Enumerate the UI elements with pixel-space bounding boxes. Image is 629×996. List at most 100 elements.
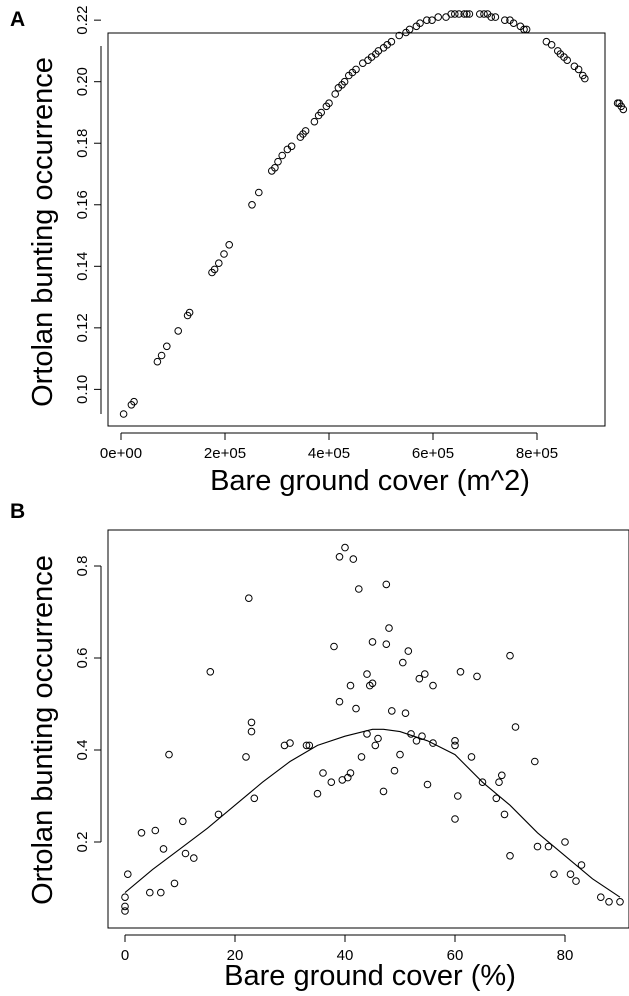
data-point	[416, 19, 424, 28]
data-point	[460, 10, 469, 18]
data-point	[478, 778, 487, 787]
data-point	[451, 10, 459, 18]
data-point	[498, 771, 506, 780]
panel-b-x-axis: 0 20 40 60 80	[121, 934, 574, 964]
y-tick-label: 0.14	[74, 252, 91, 281]
data-point	[346, 681, 355, 690]
data-point	[561, 838, 569, 846]
panel-a-y-axis-title: Ortolan bunting occurrence	[27, 57, 59, 407]
panel-a-points	[119, 10, 628, 418]
y-tick-label: 0.20	[74, 67, 91, 96]
data-point	[423, 16, 431, 25]
data-point	[401, 709, 410, 718]
x-tick-label: 4e+05	[308, 445, 350, 462]
data-point	[379, 787, 388, 796]
data-point	[330, 642, 338, 651]
data-point	[302, 741, 311, 750]
y-tick-label: 0.22	[74, 6, 91, 35]
data-point	[250, 794, 259, 803]
panel-a-y-axis: 0.10 0.12 0.14 0.16 0.18 0.20 0.22	[74, 6, 102, 414]
panel-b-fit-line	[124, 728, 621, 898]
x-tick-label: 8e+05	[516, 445, 558, 462]
data-point	[254, 188, 263, 197]
data-point	[248, 201, 256, 209]
data-point	[368, 638, 377, 646]
data-point	[327, 778, 336, 787]
panel-b-plot-frame	[107, 529, 629, 929]
data-point	[574, 65, 583, 74]
data-point	[214, 810, 223, 819]
data-point	[550, 870, 558, 879]
data-point	[119, 410, 128, 418]
x-tick-label: 40	[337, 947, 354, 964]
data-point	[404, 647, 413, 655]
data-point	[501, 16, 509, 25]
panel-a: A 0e+00 2e+05 4e+05 6e+05 8e+05 0.10 0.12 0.14…	[10, 6, 628, 497]
data-point	[495, 778, 503, 787]
data-point	[423, 780, 432, 789]
data-point	[451, 815, 459, 823]
data-point	[506, 852, 514, 860]
data-point	[492, 794, 501, 803]
data-point	[210, 265, 219, 274]
data-point	[487, 13, 496, 21]
data-point	[412, 737, 421, 745]
data-point	[163, 342, 171, 351]
data-point	[544, 842, 553, 851]
data-point	[467, 753, 476, 761]
data-point	[371, 741, 380, 750]
x-tick-label: 80	[557, 947, 574, 964]
data-point	[509, 19, 518, 28]
fitted-curve	[124, 728, 621, 898]
panel-b-y-axis-title: Ortolan bunting occurrence	[27, 555, 59, 905]
data-point	[428, 16, 436, 25]
data-point	[317, 108, 326, 117]
data-point	[157, 351, 166, 360]
data-point	[405, 25, 414, 34]
y-tick-label: 0.10	[74, 375, 91, 404]
panel-b-x-axis-title: Bare ground cover (%)	[224, 960, 516, 992]
panel-a-x-axis-title: Bare ground cover (m^2)	[210, 465, 530, 497]
data-point	[563, 56, 572, 65]
data-point	[245, 594, 253, 603]
data-point	[170, 879, 179, 888]
data-point	[382, 580, 391, 589]
data-point	[500, 810, 509, 819]
data-point	[220, 250, 228, 258]
data-point	[388, 707, 396, 715]
data-point	[206, 668, 215, 676]
data-point	[159, 845, 168, 853]
data-point	[301, 127, 310, 135]
data-point	[522, 25, 531, 34]
data-point	[130, 397, 138, 406]
data-point	[390, 766, 399, 775]
panel-b-letter: B	[10, 500, 25, 523]
data-point	[619, 105, 628, 114]
data-point	[355, 585, 363, 593]
data-point	[572, 877, 580, 885]
data-point	[385, 624, 393, 632]
data-point	[476, 10, 484, 18]
x-tick-label: 20	[227, 947, 244, 964]
data-point	[374, 734, 382, 743]
data-point	[335, 553, 344, 561]
data-point	[429, 681, 437, 690]
data-point	[363, 670, 371, 678]
data-point	[547, 41, 556, 49]
data-point	[421, 670, 429, 678]
data-point	[137, 829, 146, 837]
data-point	[215, 259, 223, 268]
data-point	[271, 164, 279, 172]
y-tick-label: 0.16	[74, 190, 91, 219]
panel-b: B 0 20 40 60 80 0.2 0.4 0.6 0.8 Bare ground cov…	[10, 500, 629, 992]
y-tick-label: 0.18	[74, 129, 91, 158]
data-point	[465, 10, 474, 18]
data-point	[407, 730, 415, 738]
data-point	[368, 679, 377, 688]
data-point	[179, 817, 187, 826]
data-point	[319, 769, 327, 777]
data-point	[352, 65, 360, 74]
data-point	[278, 151, 287, 160]
data-point	[341, 543, 349, 552]
data-point	[121, 902, 129, 911]
